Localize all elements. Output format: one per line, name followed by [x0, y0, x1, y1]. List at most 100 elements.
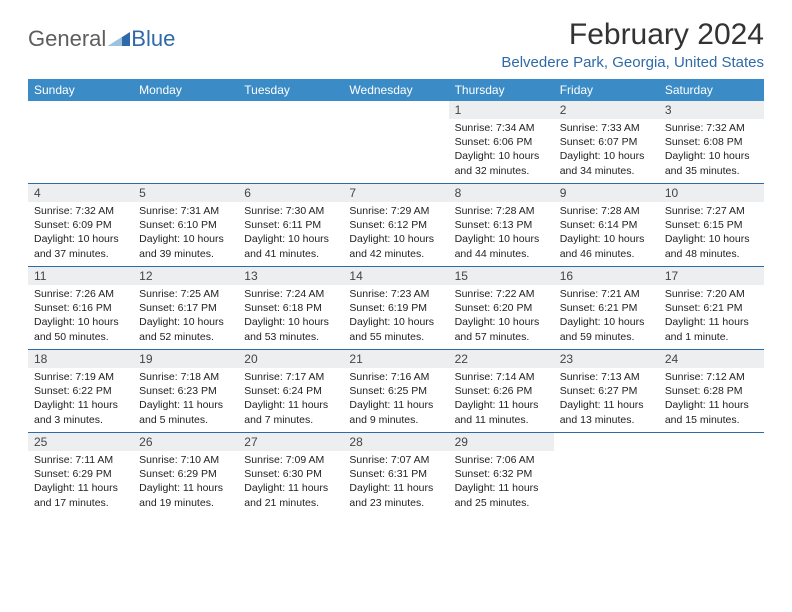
- day-number: 8: [449, 184, 554, 202]
- calendar-cell: 13Sunrise: 7:24 AMSunset: 6:18 PMDayligh…: [238, 267, 343, 349]
- day-number: 5: [133, 184, 238, 202]
- daylight-text: Daylight: 10 hours and 37 minutes.: [34, 232, 127, 260]
- day-info: Sunrise: 7:34 AMSunset: 6:06 PMDaylight:…: [449, 119, 554, 182]
- day-header: Saturday: [659, 79, 764, 101]
- day-header: Tuesday: [238, 79, 343, 101]
- sunrise-text: Sunrise: 7:16 AM: [349, 370, 442, 384]
- day-number: 16: [554, 267, 659, 285]
- day-info: Sunrise: 7:32 AMSunset: 6:09 PMDaylight:…: [28, 202, 133, 265]
- daylight-text: Daylight: 11 hours and 1 minute.: [665, 315, 758, 343]
- daylight-text: Daylight: 10 hours and 41 minutes.: [244, 232, 337, 260]
- day-number: 20: [238, 350, 343, 368]
- sunset-text: Sunset: 6:32 PM: [455, 467, 548, 481]
- calendar-week: 11Sunrise: 7:26 AMSunset: 6:16 PMDayligh…: [28, 267, 764, 350]
- calendar-cell: [343, 101, 448, 183]
- day-info: Sunrise: 7:27 AMSunset: 6:15 PMDaylight:…: [659, 202, 764, 265]
- day-info: Sunrise: 7:31 AMSunset: 6:10 PMDaylight:…: [133, 202, 238, 265]
- sunset-text: Sunset: 6:20 PM: [455, 301, 548, 315]
- sunrise-text: Sunrise: 7:12 AM: [665, 370, 758, 384]
- day-info: Sunrise: 7:07 AMSunset: 6:31 PMDaylight:…: [343, 451, 448, 514]
- daylight-text: Daylight: 10 hours and 55 minutes.: [349, 315, 442, 343]
- month-title: February 2024: [501, 18, 764, 52]
- sunrise-text: Sunrise: 7:20 AM: [665, 287, 758, 301]
- day-number: 18: [28, 350, 133, 368]
- day-number: 21: [343, 350, 448, 368]
- sunrise-text: Sunrise: 7:25 AM: [139, 287, 232, 301]
- sunrise-text: Sunrise: 7:33 AM: [560, 121, 653, 135]
- calendar-cell: 6Sunrise: 7:30 AMSunset: 6:11 PMDaylight…: [238, 184, 343, 266]
- daylight-text: Daylight: 11 hours and 25 minutes.: [455, 481, 548, 509]
- sunrise-text: Sunrise: 7:28 AM: [560, 204, 653, 218]
- sunset-text: Sunset: 6:14 PM: [560, 218, 653, 232]
- day-info: Sunrise: 7:16 AMSunset: 6:25 PMDaylight:…: [343, 368, 448, 431]
- calendar-cell: 14Sunrise: 7:23 AMSunset: 6:19 PMDayligh…: [343, 267, 448, 349]
- calendar-week: 25Sunrise: 7:11 AMSunset: 6:29 PMDayligh…: [28, 433, 764, 515]
- calendar-cell: 9Sunrise: 7:28 AMSunset: 6:14 PMDaylight…: [554, 184, 659, 266]
- calendar-week: 1Sunrise: 7:34 AMSunset: 6:06 PMDaylight…: [28, 101, 764, 184]
- sunrise-text: Sunrise: 7:11 AM: [34, 453, 127, 467]
- day-header: Friday: [554, 79, 659, 101]
- sunset-text: Sunset: 6:31 PM: [349, 467, 442, 481]
- day-number: 12: [133, 267, 238, 285]
- sunrise-text: Sunrise: 7:24 AM: [244, 287, 337, 301]
- daylight-text: Daylight: 10 hours and 34 minutes.: [560, 149, 653, 177]
- calendar-week: 18Sunrise: 7:19 AMSunset: 6:22 PMDayligh…: [28, 350, 764, 433]
- daylight-text: Daylight: 10 hours and 32 minutes.: [455, 149, 548, 177]
- logo-text-1: General: [28, 26, 106, 52]
- sunset-text: Sunset: 6:19 PM: [349, 301, 442, 315]
- sunset-text: Sunset: 6:17 PM: [139, 301, 232, 315]
- sunrise-text: Sunrise: 7:06 AM: [455, 453, 548, 467]
- daylight-text: Daylight: 11 hours and 13 minutes.: [560, 398, 653, 426]
- calendar-cell: 4Sunrise: 7:32 AMSunset: 6:09 PMDaylight…: [28, 184, 133, 266]
- day-header-row: Sunday Monday Tuesday Wednesday Thursday…: [28, 79, 764, 101]
- sunset-text: Sunset: 6:27 PM: [560, 384, 653, 398]
- day-info: Sunrise: 7:17 AMSunset: 6:24 PMDaylight:…: [238, 368, 343, 431]
- day-number: 28: [343, 433, 448, 451]
- daylight-text: Daylight: 11 hours and 17 minutes.: [34, 481, 127, 509]
- calendar-cell: 11Sunrise: 7:26 AMSunset: 6:16 PMDayligh…: [28, 267, 133, 349]
- day-info: Sunrise: 7:18 AMSunset: 6:23 PMDaylight:…: [133, 368, 238, 431]
- daylight-text: Daylight: 11 hours and 21 minutes.: [244, 481, 337, 509]
- daylight-text: Daylight: 11 hours and 9 minutes.: [349, 398, 442, 426]
- sunrise-text: Sunrise: 7:31 AM: [139, 204, 232, 218]
- day-number: 24: [659, 350, 764, 368]
- calendar-cell: 16Sunrise: 7:21 AMSunset: 6:21 PMDayligh…: [554, 267, 659, 349]
- day-number: 13: [238, 267, 343, 285]
- calendar-grid: Sunday Monday Tuesday Wednesday Thursday…: [28, 79, 764, 515]
- sunset-text: Sunset: 6:29 PM: [34, 467, 127, 481]
- calendar-cell: 10Sunrise: 7:27 AMSunset: 6:15 PMDayligh…: [659, 184, 764, 266]
- day-info: Sunrise: 7:22 AMSunset: 6:20 PMDaylight:…: [449, 285, 554, 348]
- daylight-text: Daylight: 10 hours and 53 minutes.: [244, 315, 337, 343]
- day-info: Sunrise: 7:09 AMSunset: 6:30 PMDaylight:…: [238, 451, 343, 514]
- day-number: 23: [554, 350, 659, 368]
- day-info: Sunrise: 7:28 AMSunset: 6:13 PMDaylight:…: [449, 202, 554, 265]
- calendar-cell: [659, 433, 764, 515]
- day-info: Sunrise: 7:19 AMSunset: 6:22 PMDaylight:…: [28, 368, 133, 431]
- calendar-cell: 23Sunrise: 7:13 AMSunset: 6:27 PMDayligh…: [554, 350, 659, 432]
- calendar-cell: 8Sunrise: 7:28 AMSunset: 6:13 PMDaylight…: [449, 184, 554, 266]
- sunset-text: Sunset: 6:06 PM: [455, 135, 548, 149]
- location: Belvedere Park, Georgia, United States: [501, 54, 764, 71]
- sunset-text: Sunset: 6:15 PM: [665, 218, 758, 232]
- day-info: Sunrise: 7:24 AMSunset: 6:18 PMDaylight:…: [238, 285, 343, 348]
- daylight-text: Daylight: 10 hours and 46 minutes.: [560, 232, 653, 260]
- sunrise-text: Sunrise: 7:32 AM: [34, 204, 127, 218]
- day-number: 7: [343, 184, 448, 202]
- sunset-text: Sunset: 6:25 PM: [349, 384, 442, 398]
- daylight-text: Daylight: 11 hours and 5 minutes.: [139, 398, 232, 426]
- sunrise-text: Sunrise: 7:32 AM: [665, 121, 758, 135]
- calendar-cell: 17Sunrise: 7:20 AMSunset: 6:21 PMDayligh…: [659, 267, 764, 349]
- daylight-text: Daylight: 11 hours and 11 minutes.: [455, 398, 548, 426]
- weeks-container: 1Sunrise: 7:34 AMSunset: 6:06 PMDaylight…: [28, 101, 764, 515]
- daylight-text: Daylight: 10 hours and 35 minutes.: [665, 149, 758, 177]
- sunrise-text: Sunrise: 7:14 AM: [455, 370, 548, 384]
- daylight-text: Daylight: 10 hours and 59 minutes.: [560, 315, 653, 343]
- sunset-text: Sunset: 6:22 PM: [34, 384, 127, 398]
- sunset-text: Sunset: 6:29 PM: [139, 467, 232, 481]
- calendar-cell: 5Sunrise: 7:31 AMSunset: 6:10 PMDaylight…: [133, 184, 238, 266]
- calendar-cell: 2Sunrise: 7:33 AMSunset: 6:07 PMDaylight…: [554, 101, 659, 183]
- daylight-text: Daylight: 10 hours and 39 minutes.: [139, 232, 232, 260]
- day-number: 25: [28, 433, 133, 451]
- day-number: 27: [238, 433, 343, 451]
- day-number: 6: [238, 184, 343, 202]
